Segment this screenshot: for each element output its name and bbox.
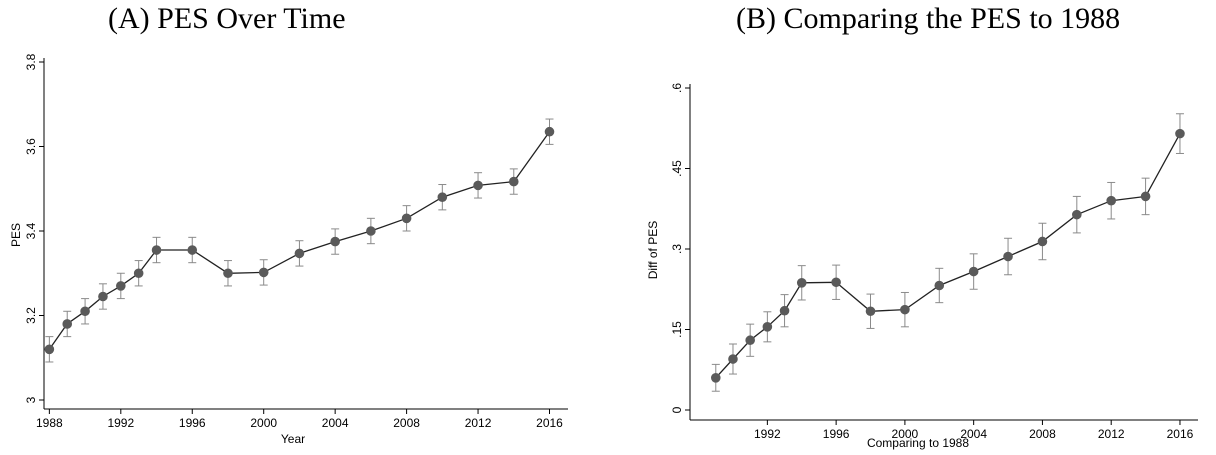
panel-a-y-tick-label: 3.8 [24,53,38,70]
panel-b-data-point [762,322,773,332]
panel-a-data-point [294,248,305,259]
panel-b-y-tick-label: .3 [670,244,684,254]
panel-a-x-tick-label: 1992 [107,416,134,430]
panel-b-x-tick-label: 2012 [1098,427,1125,441]
panel-b-x-tick-label: 2004 [960,427,987,441]
panel-a-data-point [80,306,90,317]
panel-b-x-tick-label: 1992 [754,427,781,441]
panel-a-y-tick-label: 3.2 [24,307,38,324]
panel-b-x-tick-label: 2008 [1029,427,1056,441]
panel-a-data-point [44,344,55,355]
panel-b-title: (B) Comparing the PES to 1988 [736,2,1121,35]
panel-a-y-tick-label: 3 [24,396,38,403]
panel-a-x-tick-label: 2000 [250,416,277,430]
panel-a-data-point [366,226,376,236]
panel-a-y-tick-label: 3.6 [24,138,38,155]
panel-a-data-point [223,268,233,279]
panel-a-x-tick-label: 2004 [322,416,349,430]
panel-a-data-point [330,236,340,247]
panel-b-y-axis-label: Diff of PES [646,221,660,279]
panel-b-data-point [728,354,738,364]
panel-b-data-point [1037,236,1048,247]
panel-a-data-point [544,126,555,137]
panel-b-x-tick-label: 2016 [1167,427,1194,441]
panel-a-data-point [62,319,73,329]
panel-a-x-tick-label: 2016 [536,416,563,430]
panel-b-data-point [1175,128,1185,139]
panel-a-y-axis-label: PES [9,223,23,247]
panel-b-y-tick-label: 0 [670,406,684,413]
panel-b-data-point [779,305,790,316]
panel-a-data-point [98,291,108,302]
panel-b-data-point [796,278,807,288]
panel-a-y-tick-label: 3.4 [24,222,38,239]
panel-b-data-point [968,266,979,277]
panel-a-data-point [437,192,448,202]
panel-a-x-tick-label: 2012 [465,416,492,430]
panel-b-data-point [1072,209,1082,220]
panel-a-data-point [133,268,144,279]
panel-a-data-point [258,267,269,278]
panel-a-x-tick-label: 2008 [393,416,420,430]
panel-a-data-point [151,245,162,255]
panel-a-data-point [187,245,198,255]
panel-b-data-point [934,280,945,291]
panel-b-data-point [831,277,841,288]
panel-b-y-tick-label: .15 [670,321,684,338]
panel-b-data-point [865,306,876,317]
panel-a-x-tick-label: 1988 [36,416,63,430]
panel-b-data-point [1003,251,1013,262]
panel-a-x-axis-label: Year [281,432,305,446]
panel-b-x-tick-label: 1996 [823,427,850,441]
panel-b-y-tick-label: .6 [670,83,684,93]
panel-b-data-point [1140,191,1151,202]
panel-b-data-point [710,373,721,383]
panel-b-x-tick-label: 2000 [892,427,919,441]
panel-a-data-point [473,180,483,191]
panel-a-title: (A) PES Over Time [108,2,346,35]
panel-b-data-point [900,304,910,315]
panel-a-data-point [508,176,519,187]
panel-b-x-axis-label: Comparing to 1988 [867,436,969,450]
panel-a-x-tick-label: 1996 [179,416,206,430]
panel-b-data-point [745,335,755,346]
panel-b-series-line [715,133,1181,379]
panel-a-data-point [116,281,126,291]
panel-a-data-point [401,213,412,224]
panel-b-y-tick-label: .45 [670,160,684,177]
panel-b-data-point [1106,195,1116,206]
